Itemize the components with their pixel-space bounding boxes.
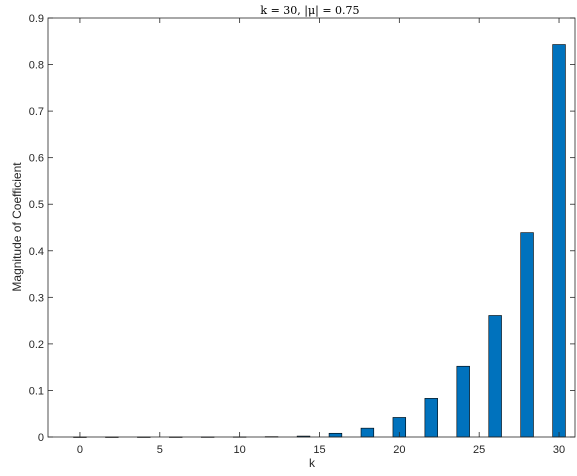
x-tick-label: 25 (473, 444, 485, 456)
y-tick-label: 0.4 (29, 246, 44, 258)
bar-k-22 (424, 398, 438, 438)
y-axis-label: Magnitude of Coefficient (10, 162, 24, 292)
y-tick-label: 0.1 (29, 385, 44, 397)
bar-k-30 (552, 44, 566, 438)
x-axis: 0 5 10 15 20 25 30 (77, 18, 565, 456)
y-tick-label: 0.5 (29, 199, 44, 211)
x-tick-label: 30 (553, 444, 565, 456)
x-tick-label: 5 (157, 444, 163, 456)
y-tick-label: 0.2 (29, 339, 44, 351)
y-tick-label: 0.9 (29, 13, 44, 25)
bar-k-24 (456, 365, 470, 438)
x-tick-label: 20 (393, 444, 405, 456)
chart-title: k = 30, |μ| = 0.75 (260, 4, 359, 18)
x-tick-label: 0 (77, 444, 83, 456)
y-tick-label: 0.8 (29, 60, 44, 72)
bar-k-26 (488, 315, 502, 438)
plot-area-frame (47, 17, 576, 438)
x-tick-label: 10 (234, 444, 246, 456)
bar-k-28 (520, 232, 534, 438)
bars-group (73, 44, 566, 438)
bar-k-16 (328, 432, 343, 438)
y-axis: 0 0.1 0.2 0.3 0.4 0.5 0.6 0.7 0.8 0.9 (29, 13, 575, 444)
x-tick-label: 15 (313, 444, 325, 456)
y-tick-label: 0.7 (29, 106, 44, 118)
bar-k-18 (360, 427, 375, 438)
y-tick-label: 0.3 (29, 292, 44, 304)
x-axis-label: k (309, 456, 316, 470)
y-tick-label: 0 (38, 432, 44, 444)
y-tick-label: 0.6 (29, 153, 44, 165)
